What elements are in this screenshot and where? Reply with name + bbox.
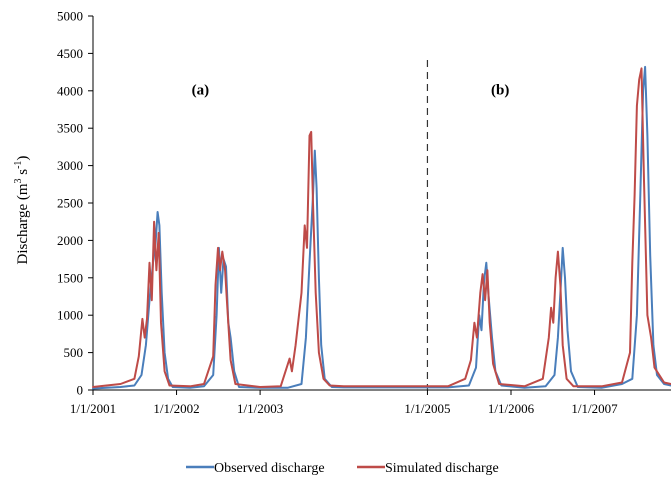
y-tick-label: 1000 <box>57 308 83 323</box>
x-tick-label: 1/1/2006 <box>488 401 535 416</box>
y-tick-label: 3000 <box>57 158 83 173</box>
x-tick-label: 1/1/2002 <box>153 401 199 416</box>
panel-label-layer: (a) (b) <box>192 83 510 99</box>
y-tick-label: 1500 <box>57 270 83 285</box>
legend-label-observed: Observed discharge <box>214 461 325 476</box>
series-layer <box>92 65 671 390</box>
legend: Observed discharge Simulated discharge <box>186 461 499 476</box>
series-line-simulated <box>92 67 671 388</box>
x-tick-layer: 1/1/2001 1/1/2002 1/1/2003 1/1/2005 1/1/2006… <box>70 390 618 416</box>
y-axis-label: Discharge (m3 s-1) <box>13 156 31 265</box>
series-line-observed <box>92 65 671 390</box>
x-tick-label: 1/1/2007 <box>571 401 618 416</box>
x-tick-label: 1/1/2001 <box>70 401 116 416</box>
panel-label: (a) <box>192 83 210 99</box>
panel-label: (b) <box>491 83 509 99</box>
y-tick-label: 2000 <box>57 233 83 248</box>
y-tick-label: 0 <box>77 383 84 398</box>
y-tick-label: 2500 <box>57 196 83 211</box>
axis-layer <box>92 16 671 391</box>
y-tick-layer: 0 500 1000 1500 2000 2500 3000 3500 4000 4500 5000 <box>57 9 93 398</box>
legend-label-simulated: Simulated discharge <box>385 461 499 476</box>
y-tick-label: 4000 <box>57 83 83 98</box>
y-tick-label: 4500 <box>57 46 83 61</box>
y-tick-label: 3500 <box>57 121 83 136</box>
y-tick-label: 500 <box>64 345 84 360</box>
x-tick-label: 1/1/2003 <box>237 401 283 416</box>
y-tick-label: 5000 <box>57 9 83 24</box>
x-tick-label: 1/1/2005 <box>404 401 450 416</box>
